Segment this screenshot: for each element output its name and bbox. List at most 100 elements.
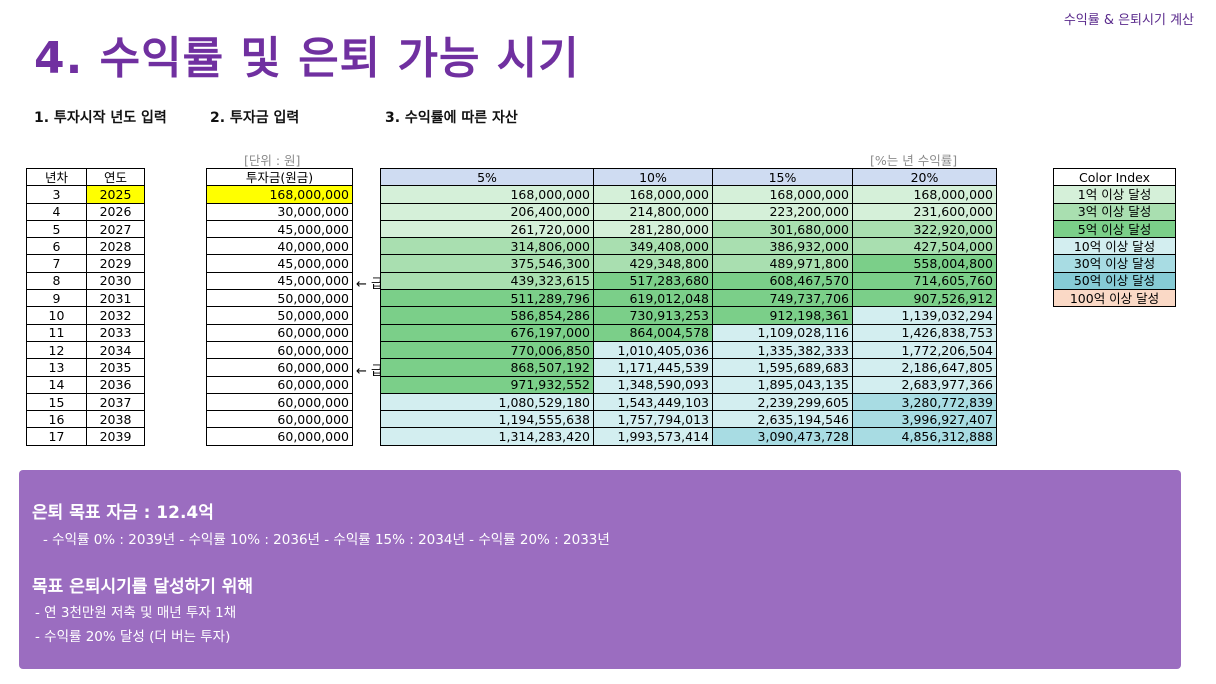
asset-cell: 868,507,192 [380,358,594,377]
year-index-cell: 9 [26,289,87,308]
investment-row: 168,000,000 [206,185,353,204]
investment-cell[interactable]: 50,000,000 [206,289,353,308]
year-index-cell: 6 [26,237,87,256]
asset-cell: 907,526,912 [852,289,997,308]
investment-cell[interactable]: 40,000,000 [206,237,353,256]
asset-cell: 2,683,977,366 [852,375,997,394]
asset-cell: 2,635,194,546 [712,410,853,429]
summary-box: 은퇴 목표 자금 : 12.4억 - 수익률 0% : 2039년 - 수익률 … [19,470,1181,669]
achievement-line-1: - 연 3천만원 저축 및 매년 투자 1채 [35,605,237,621]
investment-row: 60,000,000 [206,340,353,360]
legend-row: 30억 이상 달성 [1053,254,1176,273]
asset-cell: 511,289,796 [380,289,594,308]
investment-row: 60,000,000 [206,375,353,394]
asset-row: 261,720,000 281,280,000 301,680,000 322,920… [380,219,997,239]
asset-cell: 2,239,299,605 [712,392,853,412]
asset-row: 586,854,286 730,913,253 912,198,361 1,139,0… [380,306,997,325]
year-row: 8 2030 [26,271,145,291]
asset-cell: 558,004,800 [852,254,997,273]
asset-cell: 206,400,000 [380,202,594,221]
year-index-cell: 17 [26,427,87,446]
asset-cell: 517,283,680 [593,271,713,291]
asset-cell: 1,895,043,135 [712,375,853,394]
legend-item: 50억 이상 달성 [1053,271,1176,291]
asset-cell: 3,090,473,728 [712,427,853,446]
investment-cell[interactable]: 45,000,000 [206,271,353,291]
year-cell: 2027 [86,219,145,239]
investment-row: 40,000,000 [206,237,353,256]
asset-cell: 3,996,927,407 [852,410,997,429]
year-index-cell: 5 [26,219,87,239]
year-row: 4 2026 [26,202,145,221]
asset-cell: 912,198,361 [712,306,853,325]
year-index-cell: 15 [26,392,87,412]
asset-row: 206,400,000 214,800,000 223,200,000 231,600… [380,202,997,221]
investment-cell[interactable]: 50,000,000 [206,306,353,325]
asset-cell: 864,004,578 [593,323,713,342]
investment-cell[interactable]: 60,000,000 [206,358,353,377]
asset-cell: 168,000,000 [712,185,853,204]
asset-row: 511,289,796 619,012,048 749,737,706 907,526… [380,289,997,308]
investment-cell[interactable]: 60,000,000 [206,392,353,412]
year-row: 7 2029 [26,254,145,273]
investment-cell[interactable]: 60,000,000 [206,323,353,342]
asset-cell: 439,323,615 [380,271,594,291]
year-index-cell: 16 [26,410,87,429]
asset-cell: 223,200,000 [712,202,853,221]
investment-row: 30,000,000 [206,202,353,221]
step-3-label: 3. 수익률에 따른 자산 [385,110,518,126]
annotation-arrow: ← 급 [356,277,380,292]
rate-10-header: 10% [593,167,713,187]
asset-row: 868,507,192 1,171,445,539 1,595,689,683 2,1… [380,358,997,377]
asset-cell: 314,806,000 [380,237,594,256]
asset-cell: 261,720,000 [380,219,594,239]
investment-row: 60,000,000 [206,427,353,446]
asset-cell: 349,408,000 [593,237,713,256]
asset-row: 168,000,000 168,000,000 168,000,000 168,000… [380,185,997,204]
asset-cell: 1,109,028,116 [712,323,853,342]
legend-row: 1억 이상 달성 [1053,185,1176,204]
asset-row: 314,806,000 349,408,000 386,932,000 427,504… [380,237,997,256]
year-header: 연도 [86,167,145,187]
asset-row: 1,314,283,420 1,993,573,414 3,090,473,728 4… [380,427,997,446]
year-row: 17 2039 [26,427,145,446]
asset-cell: 4,856,312,888 [852,427,997,446]
investment-cell[interactable]: 45,000,000 [206,254,353,273]
rate-20-header: 20% [852,167,997,187]
color-index-table: Color Index 1억 이상 달성 3억 이상 달성 5억 이상 달성 10억 … [1053,167,1176,308]
investment-cell[interactable]: 30,000,000 [206,202,353,221]
year-cell: 2037 [86,392,145,412]
asset-cell: 168,000,000 [593,185,713,204]
year-cell[interactable]: 2025 [86,185,145,204]
investment-cell[interactable]: 45,000,000 [206,219,353,239]
asset-cell: 1,194,555,638 [380,410,594,429]
investment-cell[interactable]: 60,000,000 [206,427,353,446]
year-row: 14 2036 [26,375,145,394]
year-table-header-row: 년차 연도 [26,167,145,187]
legend-item: 3억 이상 달성 [1053,202,1176,221]
asset-cell: 214,800,000 [593,202,713,221]
asset-cell: 1,335,382,333 [712,340,853,360]
step-1-label: 1. 투자시작 년도 입력 [34,110,167,126]
year-table: 년차 연도 3 2025 4 2026 5 2027 6 2028 7 2029 8 2030 9 203… [26,167,145,446]
year-index-cell: 12 [26,340,87,360]
asset-cell: 676,197,000 [380,323,594,342]
asset-cell: 1,139,032,294 [852,306,997,325]
investment-cell[interactable]: 60,000,000 [206,340,353,360]
rate-note: [%는 년 수익률] [870,153,958,168]
asset-cell: 1,772,206,504 [852,340,997,360]
investment-cell[interactable]: 168,000,000 [206,185,353,204]
investment-row: 50,000,000 [206,306,353,325]
year-cell: 2031 [86,289,145,308]
asset-cell: 429,348,800 [593,254,713,273]
year-cell: 2034 [86,340,145,360]
legend-item: 1억 이상 달성 [1053,185,1176,204]
asset-cell: 1,543,449,103 [593,392,713,412]
year-index-header: 년차 [26,167,87,187]
investment-cell[interactable]: 60,000,000 [206,410,353,429]
asset-cell: 375,546,300 [380,254,594,273]
asset-cell: 1,426,838,753 [852,323,997,342]
investment-cell[interactable]: 60,000,000 [206,375,353,394]
sheet-subtitle: 수익률 & 은퇴시기 계산 [1063,13,1194,28]
asset-row: 1,194,555,638 1,757,794,013 2,635,194,546 3… [380,410,997,429]
